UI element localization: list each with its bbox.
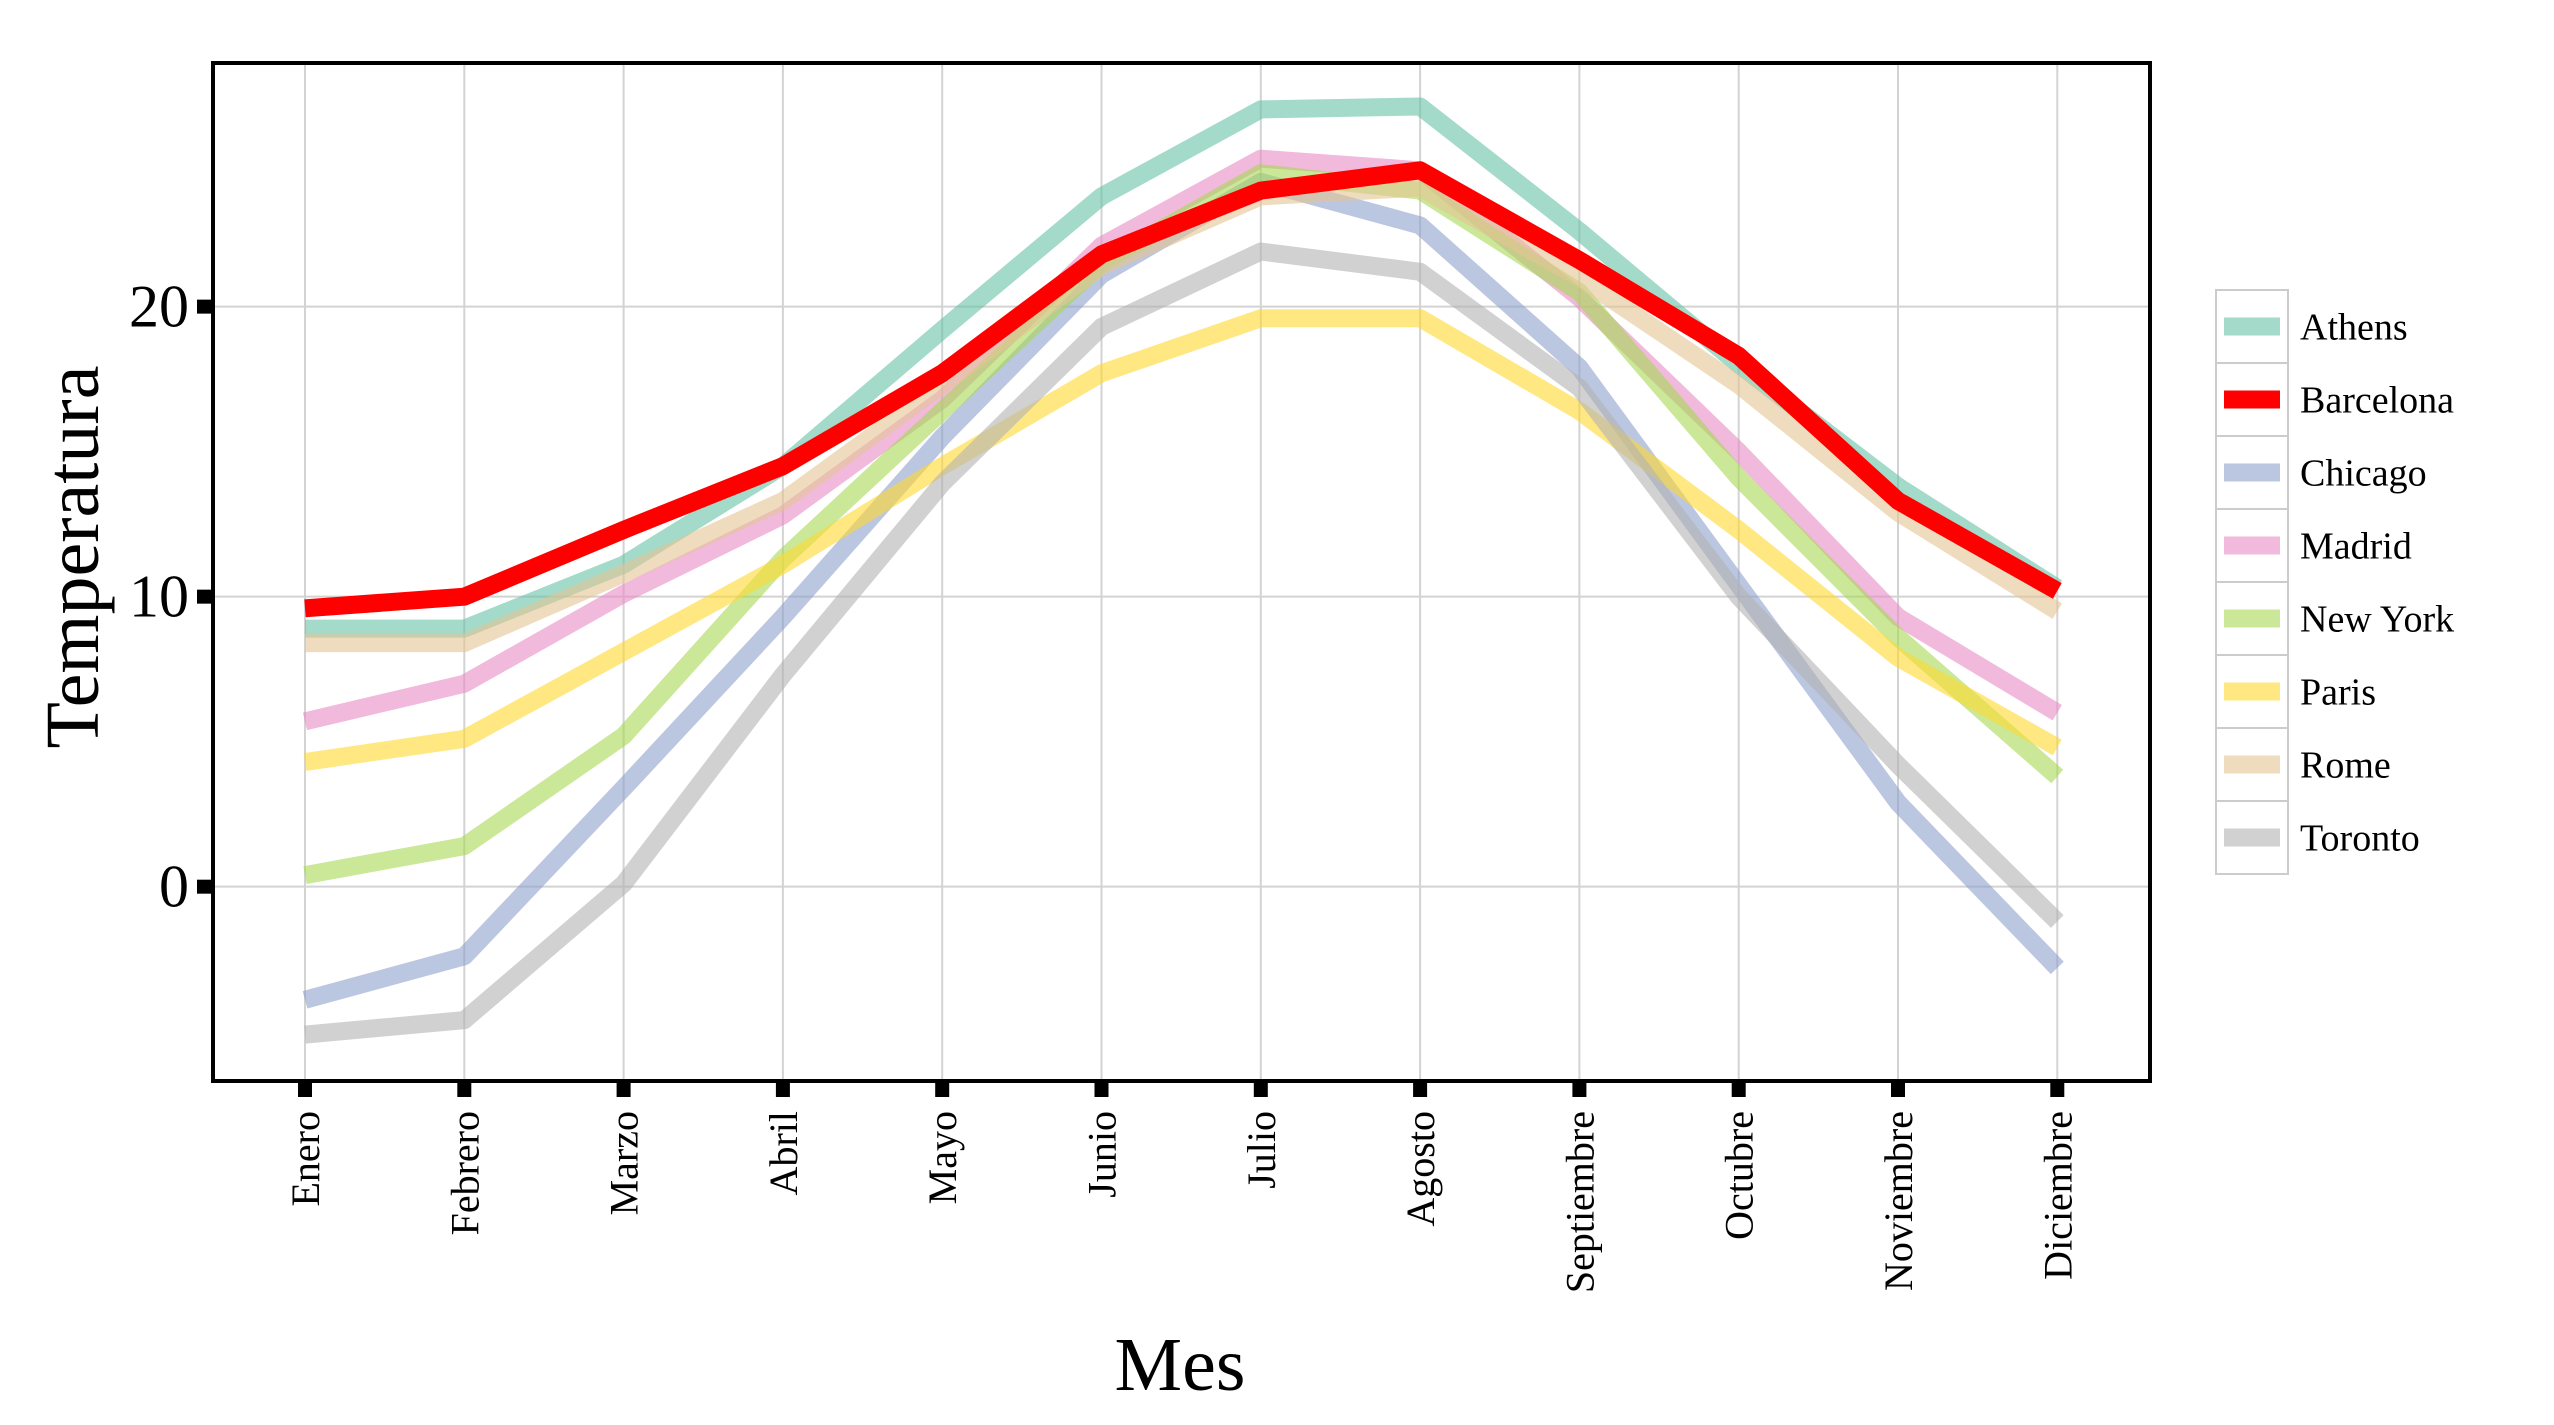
legend-swatch bbox=[2224, 536, 2280, 555]
x-tick-label: Enero bbox=[283, 1111, 328, 1207]
legend-swatch bbox=[2224, 317, 2280, 336]
y-axis-ticks: 0 10 20 bbox=[129, 274, 213, 920]
legend-swatch bbox=[2224, 609, 2280, 628]
x-tick-mark bbox=[1731, 1081, 1746, 1097]
legend-label: Madrid bbox=[2300, 526, 2412, 568]
legend-swatch bbox=[2224, 828, 2280, 847]
x-axis-label: Mes bbox=[1115, 1323, 1246, 1407]
legend: Athens Barcelona Chicago Madrid New York Pari… bbox=[2215, 289, 2454, 875]
x-axis-ticks: Enero Febrero Marzo Abril Mayo Junio Julio Agos… bbox=[283, 1081, 2080, 1293]
legend-label: Athens bbox=[2300, 307, 2408, 349]
series-line-toronto bbox=[304, 242, 2064, 1044]
x-tick-label: Junio bbox=[1080, 1111, 1125, 1198]
y-axis-label: Temperatura bbox=[31, 366, 115, 749]
x-tick-mark bbox=[935, 1081, 950, 1097]
x-tick-label: Septiembre bbox=[1557, 1111, 1602, 1293]
legend-label: New York bbox=[2300, 599, 2454, 641]
x-tick-label: Marzo bbox=[602, 1111, 647, 1215]
legend-swatch bbox=[2224, 390, 2280, 409]
x-tick-label: Mayo bbox=[920, 1111, 965, 1204]
series-line-paris bbox=[303, 309, 2062, 771]
y-tick-label: 10 bbox=[129, 564, 189, 630]
x-tick-label: Noviembre bbox=[1876, 1111, 1921, 1291]
series-line-barcelona bbox=[304, 161, 2062, 618]
legend-swatch bbox=[2224, 682, 2280, 701]
x-tick-mark bbox=[616, 1081, 631, 1097]
y-tick-mark bbox=[197, 299, 213, 314]
legend-label: Toronto bbox=[2300, 818, 2420, 860]
x-tick-label: Julio bbox=[1239, 1111, 1284, 1189]
legend-label: Paris bbox=[2300, 672, 2376, 714]
x-tick-label: Febrero bbox=[442, 1111, 487, 1235]
x-tick-mark bbox=[457, 1081, 472, 1097]
x-tick-mark bbox=[1572, 1081, 1587, 1097]
legend-label: Chicago bbox=[2300, 453, 2427, 495]
legend-swatch bbox=[2224, 463, 2280, 482]
series-line-madrid bbox=[302, 149, 2062, 731]
x-tick-mark bbox=[2050, 1081, 2065, 1097]
x-tick-mark bbox=[1891, 1081, 1905, 1097]
legend-label: Rome bbox=[2300, 745, 2391, 787]
x-tick-label: Diciembre bbox=[2035, 1111, 2080, 1280]
legend-swatch bbox=[2224, 755, 2280, 774]
series-line-new-york bbox=[303, 164, 2064, 884]
x-tick-mark bbox=[1094, 1081, 1109, 1097]
x-tick-label: Abril bbox=[761, 1111, 806, 1195]
plot-frame bbox=[211, 61, 2152, 1083]
x-tick-label: Octubre bbox=[1717, 1111, 1762, 1240]
x-tick-mark bbox=[1253, 1081, 1268, 1097]
series-lines bbox=[302, 97, 2064, 1044]
y-tick-label: 20 bbox=[129, 274, 189, 340]
x-tick-mark bbox=[775, 1081, 790, 1097]
y-tick-mark bbox=[197, 879, 213, 894]
x-tick-mark bbox=[298, 1081, 312, 1097]
y-tick-mark bbox=[197, 589, 213, 604]
x-tick-mark bbox=[1413, 1081, 1428, 1097]
x-tick-label: Agosto bbox=[1398, 1111, 1443, 1227]
y-tick-label: 0 bbox=[159, 854, 189, 920]
legend-label: Barcelona bbox=[2300, 380, 2454, 422]
